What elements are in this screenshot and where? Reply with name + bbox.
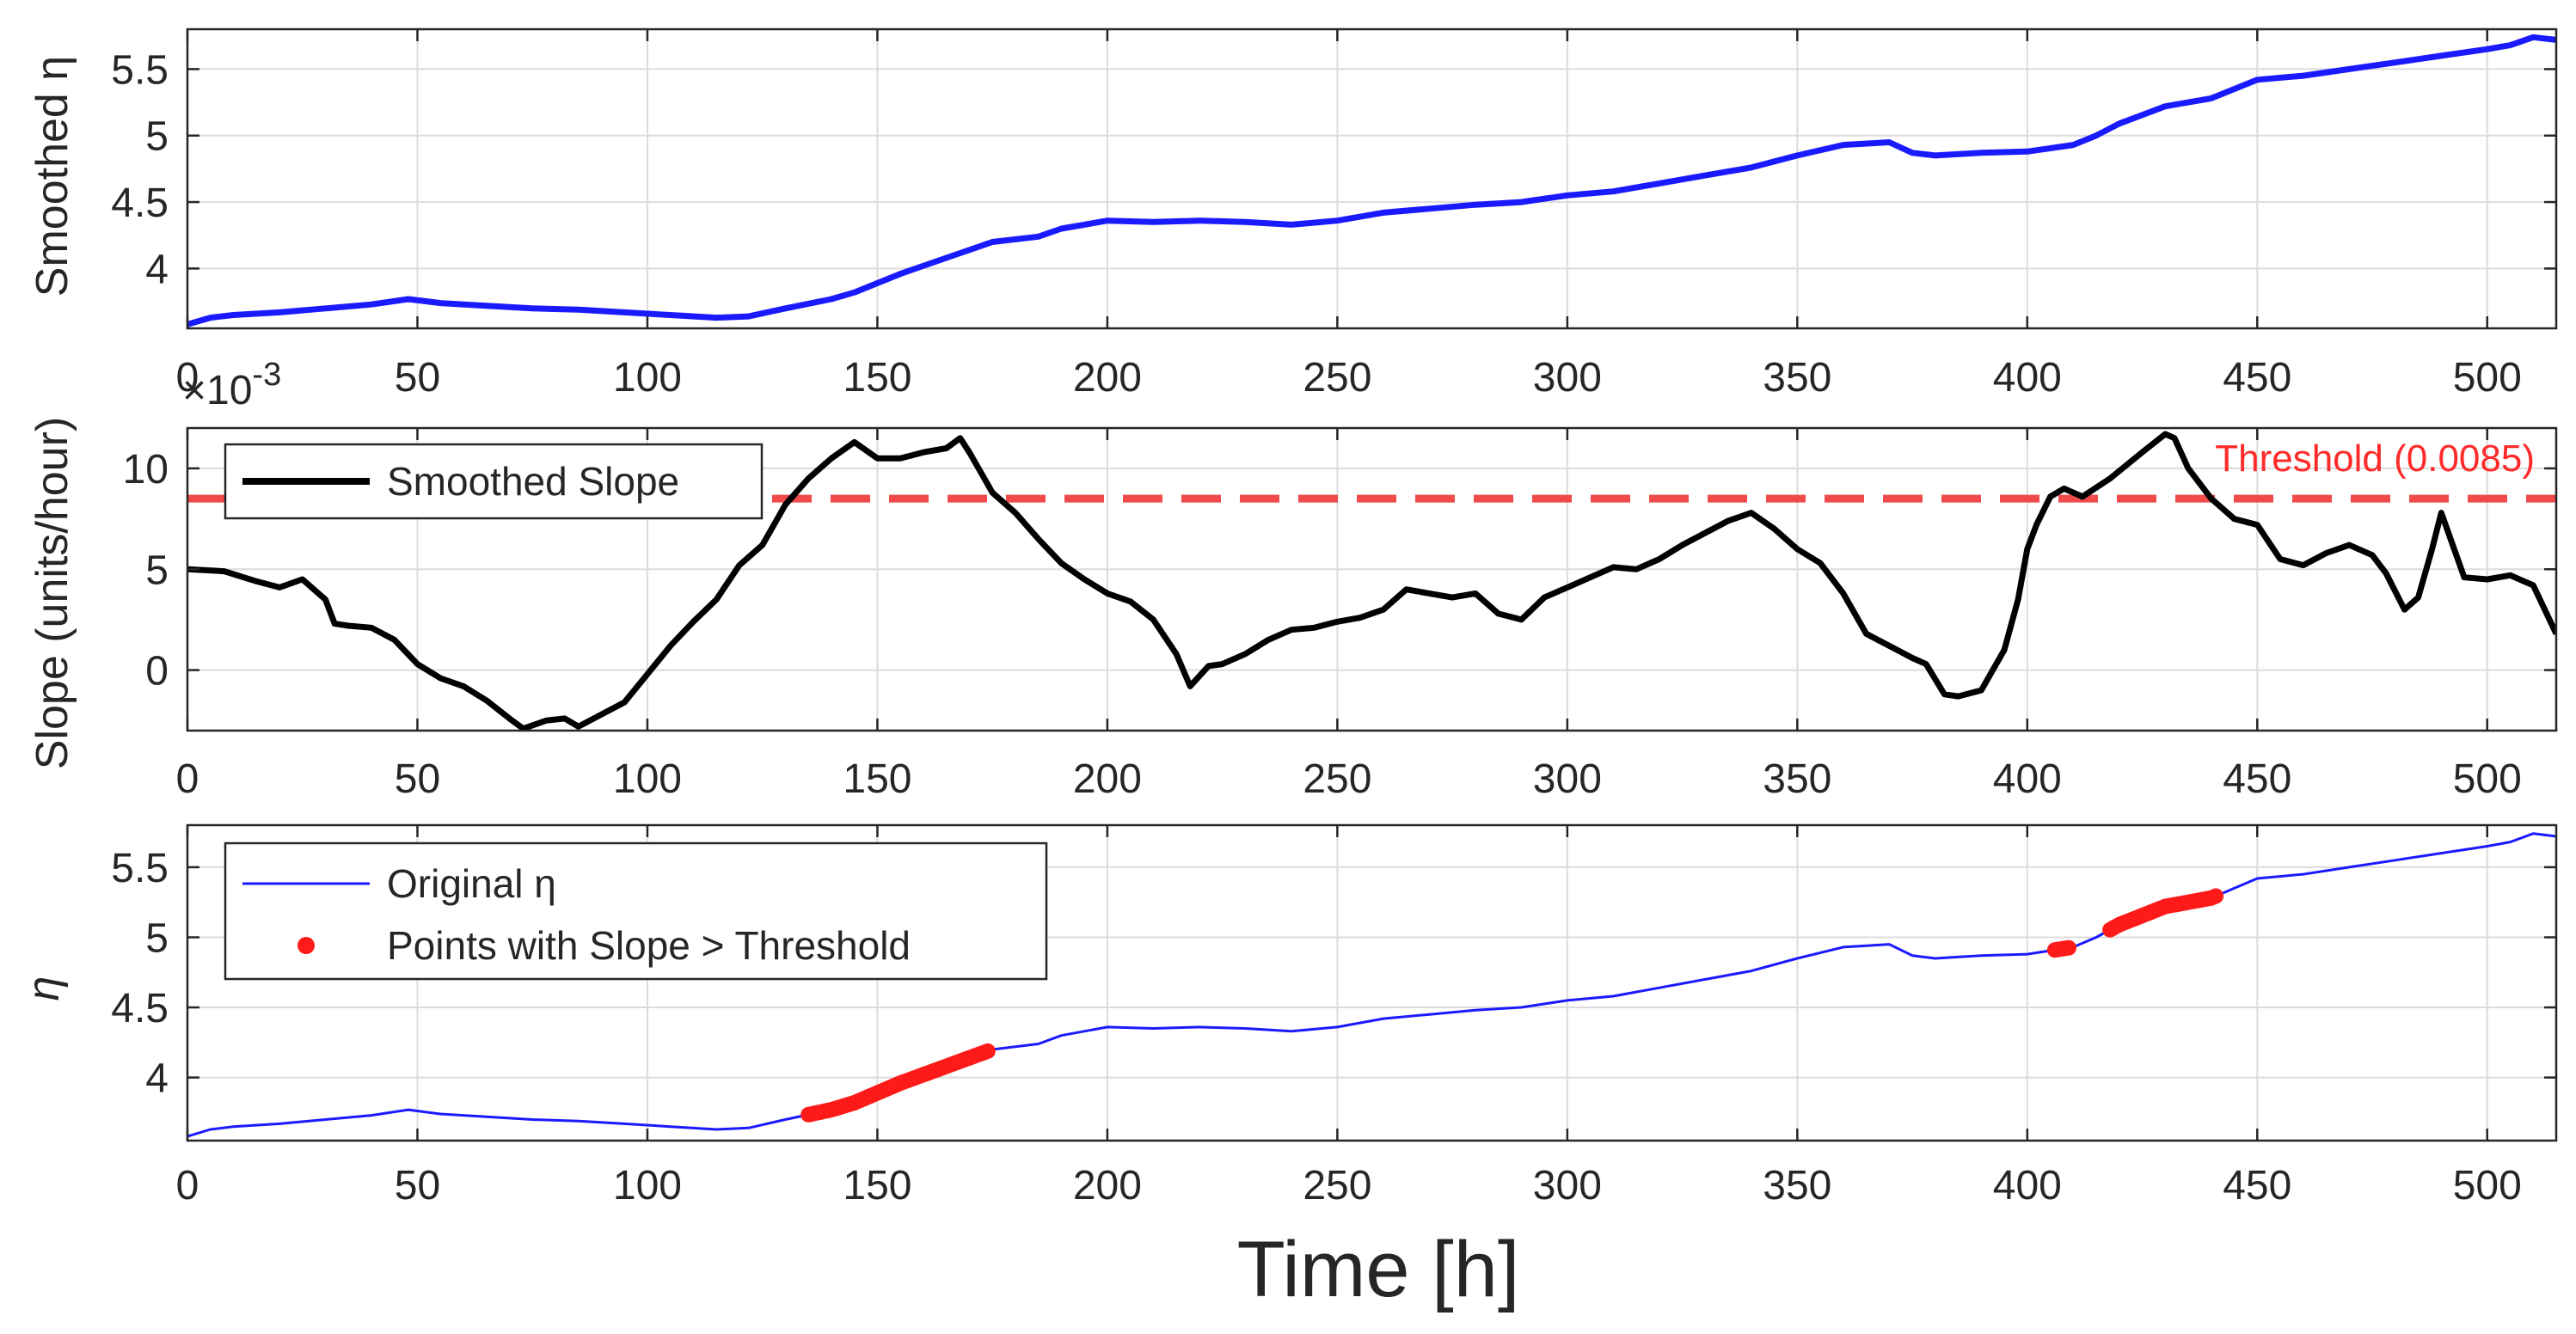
xtick-label: 500 [2453, 355, 2522, 401]
xtick-label: 200 [1073, 355, 1142, 401]
xtick-label: 500 [2453, 1163, 2522, 1209]
xtick-label: 450 [2223, 355, 2291, 401]
xtick-label: 0 [176, 1163, 199, 1209]
ytick-label: 10 [123, 447, 169, 493]
axes-smoothed-eta: 0 50 100 150 200 250 300 350 400 450 500 4 4.5 5 5.5 [111, 28, 2558, 401]
ytick-label: 4 [145, 1056, 169, 1102]
xtick-label: 300 [1533, 1163, 1602, 1209]
xtick-label: 350 [1763, 1163, 1831, 1209]
ylabel-slope: Slope (units/hour) [28, 417, 77, 769]
series-line-slope [187, 431, 2556, 731]
exponent-base: ×10 [182, 368, 252, 413]
axes-frame [186, 28, 2558, 330]
xtick-label: 200 [1073, 1163, 1142, 1209]
threshold-point [979, 1043, 996, 1059]
legend-points-marker [297, 937, 315, 954]
ytick-label: 4 [145, 247, 169, 292]
xtick-label: 400 [1993, 1163, 2062, 1209]
xtick-label: 350 [1763, 756, 1831, 802]
xtick-label: 100 [613, 1163, 682, 1209]
threshold-point [2208, 888, 2224, 904]
xtick-label: 100 [613, 355, 682, 401]
xtick-label: 250 [1303, 1163, 1371, 1209]
xtick-label: 350 [1763, 355, 1831, 401]
xtick-label: 250 [1303, 355, 1371, 401]
legend-slope: Smoothed Slope [224, 443, 764, 520]
legend-eta: Original η Points with Slope > Threshold [224, 841, 1048, 981]
xtick-label: 450 [2223, 1163, 2291, 1209]
xtick-label: 100 [613, 756, 682, 802]
xtick-label: 400 [1993, 756, 2062, 802]
axes-frame [186, 823, 2558, 1142]
xtick-label: 400 [1993, 355, 2062, 401]
xtick-label: 150 [843, 1163, 911, 1209]
ytick-label: 5.5 [111, 47, 169, 93]
slope-exponent-label: ×10-3 [182, 357, 281, 413]
ytick-label: 5 [145, 548, 169, 593]
ytick-label: 4.5 [111, 181, 169, 226]
xtick-label: 300 [1533, 355, 1602, 401]
xtick-label: 0 [176, 355, 199, 401]
xtick-label: 250 [1303, 756, 1371, 802]
ytick-label: 5.5 [111, 846, 169, 891]
xtick-label: 0 [176, 756, 199, 802]
ytick-label: 5 [145, 915, 169, 961]
xtick-label: 200 [1073, 756, 1142, 802]
legend-eta-label: Original η [387, 861, 556, 906]
legend-slope-label: Smoothed Slope [387, 459, 679, 504]
xtick-label: 50 [395, 756, 440, 802]
ytick-label: 4.5 [111, 986, 169, 1031]
xlabel-time: Time [h] [1237, 1226, 1520, 1313]
threshold-point [2061, 939, 2076, 956]
xtick-label: 500 [2453, 756, 2522, 802]
xtick-label: 150 [843, 756, 911, 802]
series-line-smoothed [187, 34, 2556, 327]
exponent-power: -3 [252, 357, 281, 393]
xtick-label: 50 [395, 1163, 440, 1209]
ylabel-eta: η [19, 976, 69, 1001]
ytick-label: 5 [145, 114, 169, 160]
plot-area [187, 29, 2556, 328]
xtick-label: 300 [1533, 756, 1602, 802]
ytick-label: 0 [145, 649, 169, 695]
axes-frame [186, 426, 2558, 732]
xtick-label: 150 [843, 355, 911, 401]
legend-points-label: Points with Slope > Threshold [387, 923, 911, 968]
xtick-label: 50 [395, 355, 440, 401]
threshold-label: Threshold (0.0085) [2215, 438, 2535, 480]
ylabel-smoothed-eta: Smoothed η [28, 56, 77, 297]
xtick-label: 450 [2223, 756, 2291, 802]
